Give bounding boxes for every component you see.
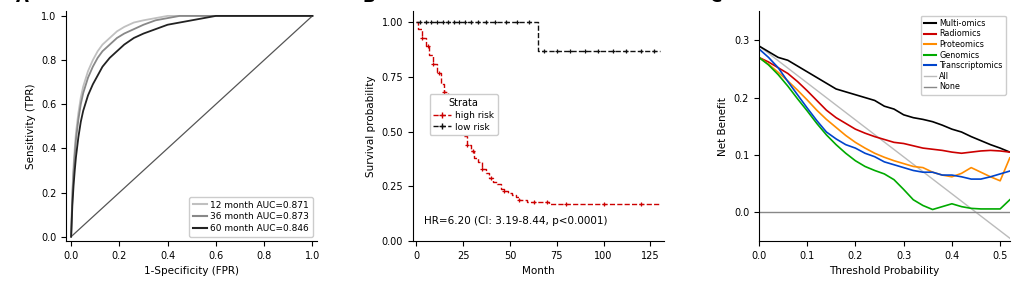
Y-axis label: Sensitivity (TPR): Sensitivity (TPR)	[25, 84, 36, 169]
Text: HR=6.20 (CI: 3.19-8.44, p<0.0001): HR=6.20 (CI: 3.19-8.44, p<0.0001)	[424, 216, 606, 226]
X-axis label: Threshold Probability: Threshold Probability	[828, 266, 938, 276]
Text: B: B	[362, 0, 375, 6]
Text: C: C	[708, 0, 720, 6]
X-axis label: 1-Specificity (FPR): 1-Specificity (FPR)	[144, 266, 239, 276]
Y-axis label: Net Benefit: Net Benefit	[717, 97, 728, 156]
Legend: Multi-omics, Radiomics, Proteomics, Genomics, Transcriptomics, All, None: Multi-omics, Radiomics, Proteomics, Geno…	[920, 15, 1005, 95]
Y-axis label: Survival probability: Survival probability	[366, 75, 375, 177]
Text: A: A	[16, 0, 29, 6]
Legend: 12 month AUC=0.871, 36 month AUC=0.873, 60 month AUC=0.846: 12 month AUC=0.871, 36 month AUC=0.873, …	[190, 197, 313, 236]
X-axis label: Month: Month	[522, 266, 553, 276]
Legend: high risk, low risk: high risk, low risk	[429, 94, 497, 135]
